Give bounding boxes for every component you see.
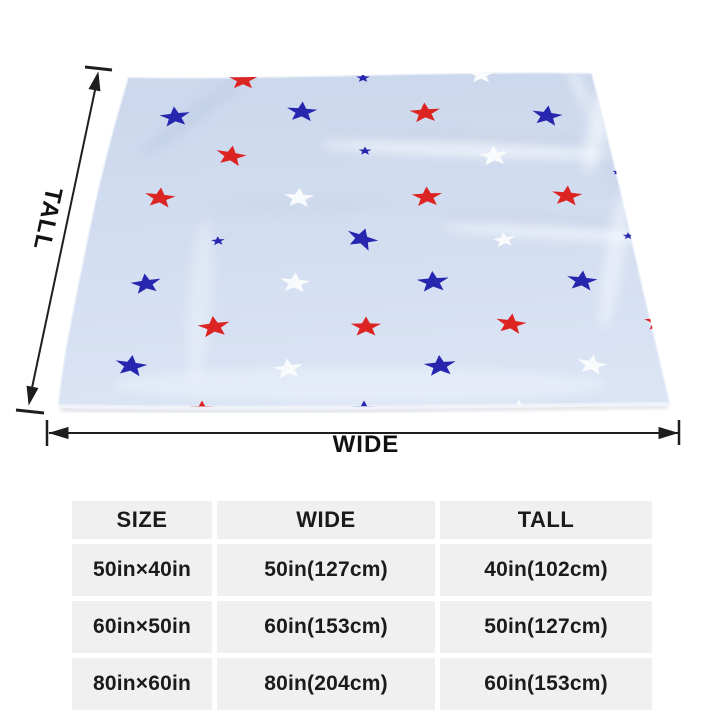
white-star <box>468 72 494 83</box>
red-star <box>197 315 230 338</box>
blue-star <box>416 270 449 292</box>
blanket-edge-strip <box>58 403 670 410</box>
red-star <box>350 316 382 336</box>
table-cell: 50in×40in <box>72 544 212 596</box>
white-star <box>577 354 608 376</box>
red-star <box>496 313 527 334</box>
white-star <box>478 145 509 166</box>
blanket-shadow <box>59 404 669 413</box>
table-header-tall: TALL <box>440 501 652 539</box>
wide-dimension-arrow <box>45 420 681 446</box>
blue-star <box>358 146 372 155</box>
blue-star <box>347 228 379 251</box>
red-star <box>61 321 71 328</box>
table-cell: 80in×60in <box>72 658 212 710</box>
blue-star <box>622 232 634 239</box>
table-header-size: SIZE <box>72 501 212 539</box>
blanket <box>58 72 670 407</box>
blue-star <box>159 106 190 127</box>
tall-label: TALL <box>28 185 68 253</box>
table-cell: 80in(204cm) <box>217 658 435 710</box>
red-star <box>411 186 443 207</box>
red-star <box>409 102 440 123</box>
table-header-wide: WIDE <box>217 501 435 539</box>
white-star <box>283 187 315 208</box>
blue-star <box>130 273 161 294</box>
table-cell: 50in(127cm) <box>217 544 435 596</box>
white-star <box>272 358 303 379</box>
blue-star <box>532 105 563 126</box>
red-star <box>216 145 247 167</box>
tall-dimension-arrow <box>15 65 113 415</box>
white-star <box>492 232 515 248</box>
blue-star <box>423 354 456 376</box>
white-star <box>280 272 311 293</box>
wide-label: WIDE <box>333 431 400 458</box>
table-cell: 60in(153cm) <box>440 658 652 710</box>
star-pattern <box>61 72 670 407</box>
red-star <box>228 72 258 89</box>
diagram-svg: TALL WIDE <box>15 65 681 458</box>
table-cell: 60in(153cm) <box>217 601 435 653</box>
table-cell: 60in×50in <box>72 601 212 653</box>
blue-star <box>115 355 148 377</box>
size-table: SIZE WIDE TALL 50in×40in 50in(127cm) 40in(… <box>72 501 652 710</box>
blue-star <box>287 101 318 122</box>
blue-star <box>567 270 598 291</box>
table-cell: 50in(127cm) <box>440 601 652 653</box>
table-cell: 40in(102cm) <box>440 544 652 596</box>
red-star <box>552 185 583 206</box>
blue-star <box>211 236 225 246</box>
blue-star <box>356 73 370 82</box>
red-star <box>145 187 176 208</box>
blanket-dimension-diagram: TALL WIDE <box>15 65 681 458</box>
